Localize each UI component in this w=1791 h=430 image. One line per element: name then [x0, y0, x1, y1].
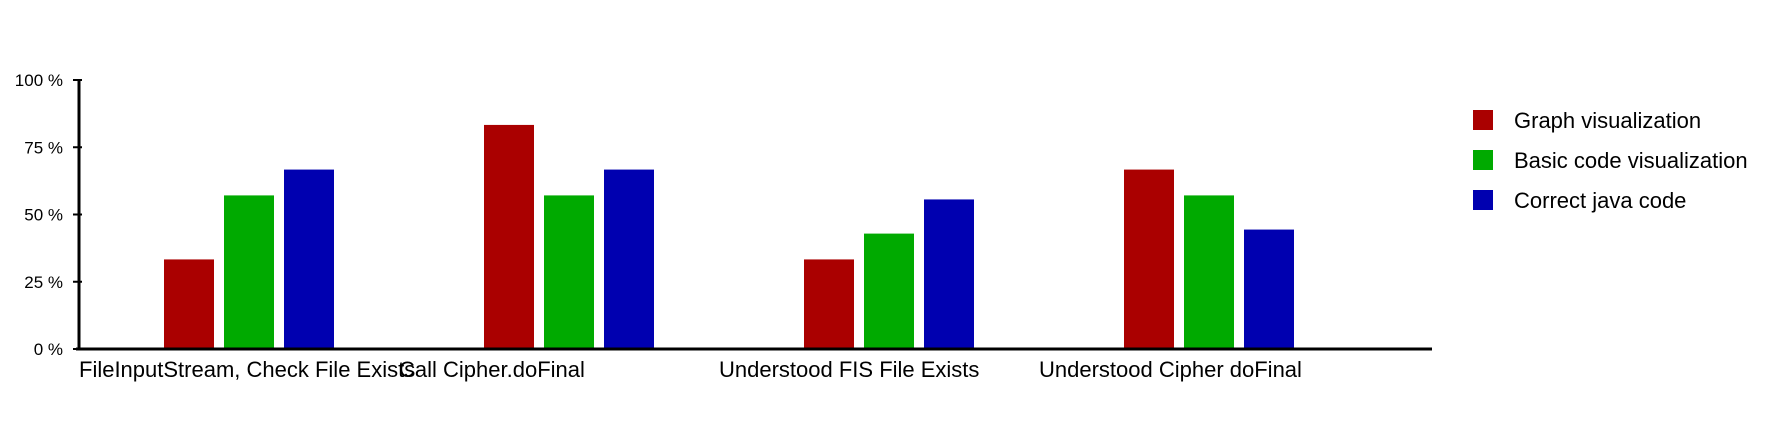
bar-2-1 — [224, 195, 274, 348]
bars — [164, 124, 1294, 348]
bar-2-4 — [1184, 195, 1234, 348]
bar-1-1 — [164, 259, 214, 348]
bar-3-3 — [924, 199, 974, 348]
legend-label-2: Basic code visualization — [1514, 148, 1748, 173]
y-tick-label: 75 % — [24, 138, 63, 157]
legend-label-3: Correct java code — [1514, 188, 1686, 213]
bar-1-2 — [484, 124, 534, 348]
x-category-label: Understood Cipher doFinal — [1039, 357, 1302, 382]
bar-1-3 — [804, 259, 854, 348]
legend: Graph visualization Basic code visualizat… — [1473, 108, 1748, 213]
y-tick-label: 0 % — [34, 340, 63, 359]
y-tick-label: 50 % — [24, 206, 63, 225]
legend-swatch-3 — [1473, 190, 1493, 210]
bar-1-4 — [1124, 169, 1174, 348]
x-category-label: Understood FIS File Exists — [719, 357, 979, 382]
x-category-label: Call Cipher.doFinal — [399, 357, 585, 382]
bar-3-1 — [284, 169, 334, 348]
bar-2-3 — [864, 233, 914, 348]
y-axis: 0 % 25 % 50 % 75 % 100 % — [15, 71, 82, 359]
legend-swatch-1 — [1473, 110, 1493, 130]
legend-swatch-2 — [1473, 150, 1493, 170]
y-tick-label: 100 % — [15, 71, 63, 90]
bar-2-2 — [544, 195, 594, 348]
y-tick-label: 25 % — [24, 273, 63, 292]
x-category-label: FileInputStream, Check File Exists — [79, 357, 415, 382]
legend-label-1: Graph visualization — [1514, 108, 1701, 133]
bar-3-4 — [1244, 229, 1294, 348]
bar-3-2 — [604, 169, 654, 348]
